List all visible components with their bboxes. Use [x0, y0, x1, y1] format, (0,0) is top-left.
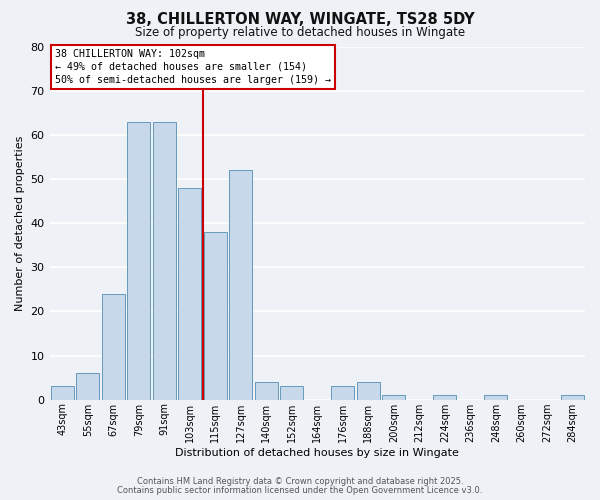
Bar — [102, 294, 125, 400]
Bar — [561, 396, 584, 400]
X-axis label: Distribution of detached houses by size in Wingate: Distribution of detached houses by size … — [175, 448, 459, 458]
Bar — [255, 382, 278, 400]
Bar — [127, 122, 150, 400]
Bar — [484, 396, 507, 400]
Text: 38 CHILLERTON WAY: 102sqm
← 49% of detached houses are smaller (154)
50% of semi: 38 CHILLERTON WAY: 102sqm ← 49% of detac… — [55, 48, 331, 85]
Text: Contains HM Land Registry data © Crown copyright and database right 2025.: Contains HM Land Registry data © Crown c… — [137, 477, 463, 486]
Bar — [331, 386, 354, 400]
Bar — [357, 382, 380, 400]
Text: Size of property relative to detached houses in Wingate: Size of property relative to detached ho… — [135, 26, 465, 39]
Y-axis label: Number of detached properties: Number of detached properties — [15, 136, 25, 311]
Bar — [153, 122, 176, 400]
Bar — [433, 396, 456, 400]
Bar — [178, 188, 201, 400]
Bar — [229, 170, 252, 400]
Bar — [280, 386, 303, 400]
Bar — [76, 373, 99, 400]
Bar — [51, 386, 74, 400]
Text: Contains public sector information licensed under the Open Government Licence v3: Contains public sector information licen… — [118, 486, 482, 495]
Bar — [204, 232, 227, 400]
Bar — [382, 396, 405, 400]
Text: 38, CHILLERTON WAY, WINGATE, TS28 5DY: 38, CHILLERTON WAY, WINGATE, TS28 5DY — [125, 12, 475, 28]
